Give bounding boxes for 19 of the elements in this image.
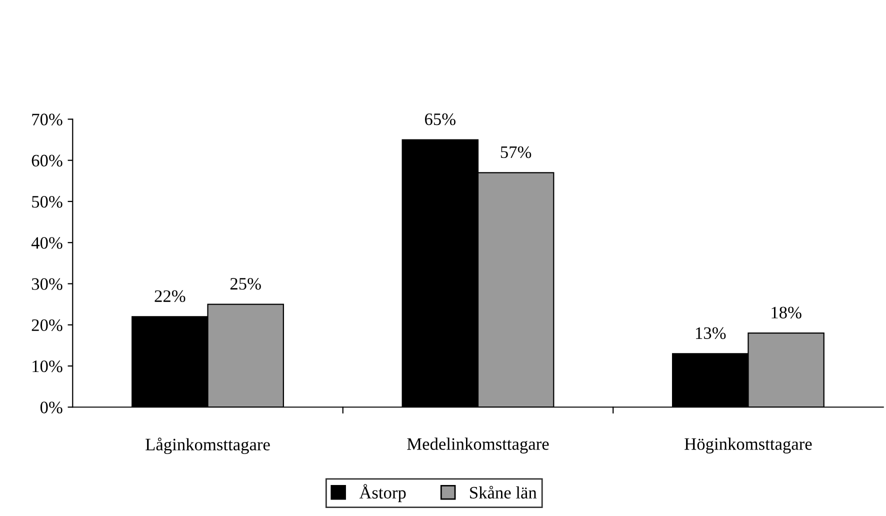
- data-label: 18%: [772, 306, 802, 319]
- y-tick-label: 20%: [32, 319, 62, 332]
- y-tick-label: 0%: [40, 402, 62, 414]
- y-tick-label: 10%: [32, 360, 62, 372]
- data-label: 22%: [154, 290, 186, 302]
- data-label: 65%: [425, 113, 456, 126]
- x-tick-label: Höginkomsttagare: [684, 438, 812, 454]
- y-tick-label: 30%: [32, 278, 62, 290]
- y-tick-label: 60%: [32, 154, 62, 167]
- y-tick-label: 70%: [32, 114, 62, 126]
- x-tick-label: Låginkomsttagare: [146, 438, 270, 454]
- legend-label: Åstorp: [359, 484, 406, 502]
- data-label: 57%: [500, 146, 532, 158]
- y-tick-label: 40%: [31, 237, 62, 249]
- x-tick-label: Medelinkomsttagare: [407, 438, 549, 454]
- y-tick-label: 50%: [32, 196, 62, 208]
- legend-label: Skåne län: [470, 486, 537, 499]
- data-label: 25%: [230, 278, 261, 290]
- data-label: 13%: [696, 327, 726, 340]
